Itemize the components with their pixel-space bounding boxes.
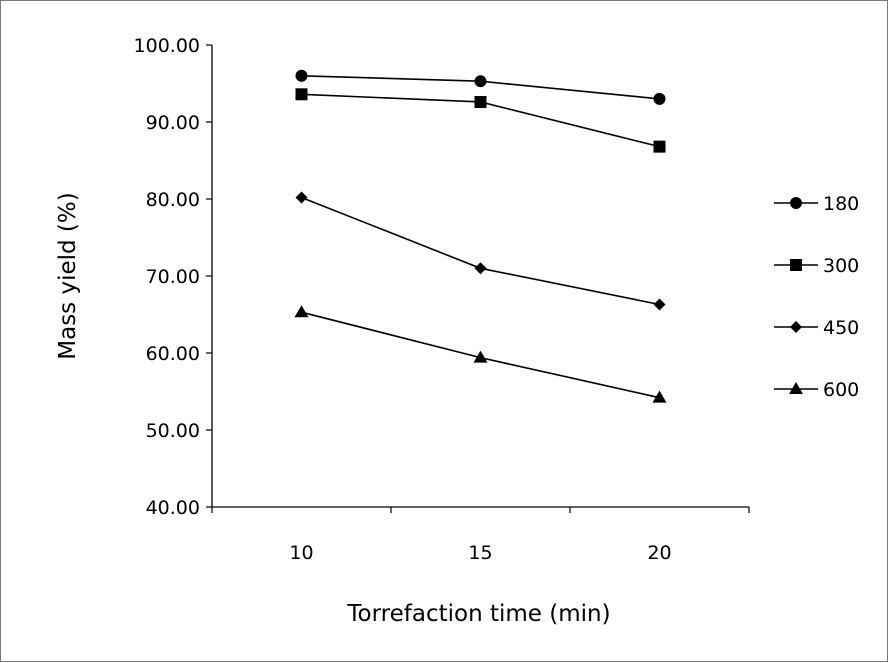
legend-item-300: 300 [774,255,859,277]
legend-marker-square [790,259,802,271]
series-300 [295,88,666,153]
data-point-600 [652,390,667,403]
data-point-300 [474,95,487,108]
axes [211,45,749,508]
data-point-600 [294,305,309,318]
y-tick-label: 50.00 [146,420,200,442]
data-point-180 [474,75,487,88]
y-axis-ticks: 40.00 50.00 60.00 70.00 80.00 90.00 100.00 [134,35,212,519]
series-450 [295,191,666,311]
data-point-450 [474,262,487,275]
y-tick-label: 60.00 [146,343,200,365]
legend-label: 180 [823,193,859,215]
series-600 [294,305,667,403]
data-point-450 [295,191,308,204]
y-tick-label: 90.00 [146,112,200,134]
series-line-450 [301,196,660,306]
y-tick-label: 100.00 [134,35,200,57]
data-point-300 [295,88,308,101]
legend-item-600: 600 [774,379,859,401]
data-point-300 [653,140,666,153]
series-group [294,69,667,403]
y-tick-label: 80.00 [146,189,200,211]
legend: 180 300 450 600 [774,193,859,401]
data-point-600 [473,350,488,363]
legend-item-180: 180 [774,193,859,215]
x-tick-label: 10 [289,542,313,564]
x-tick-label: 20 [647,542,671,564]
y-axis-title: Mass yield (%) [55,192,81,359]
data-point-450 [653,298,666,311]
data-point-180 [653,92,666,105]
series-180 [295,69,666,105]
data-point-180 [295,69,308,82]
x-axis-ticks: 10 15 20 [211,507,750,564]
x-axis-title: Torrefaction time (min) [346,601,610,627]
legend-item-450: 450 [774,317,859,339]
x-tick-label: 15 [468,542,492,564]
legend-label: 450 [823,317,859,339]
legend-marker-triangle [789,382,803,394]
legend-label: 300 [823,255,859,277]
y-tick-label: 70.00 [146,266,200,288]
legend-marker-diamond [790,321,802,333]
legend-marker-circle [790,197,802,209]
legend-label: 600 [823,379,859,401]
y-tick-label: 40.00 [146,497,200,519]
